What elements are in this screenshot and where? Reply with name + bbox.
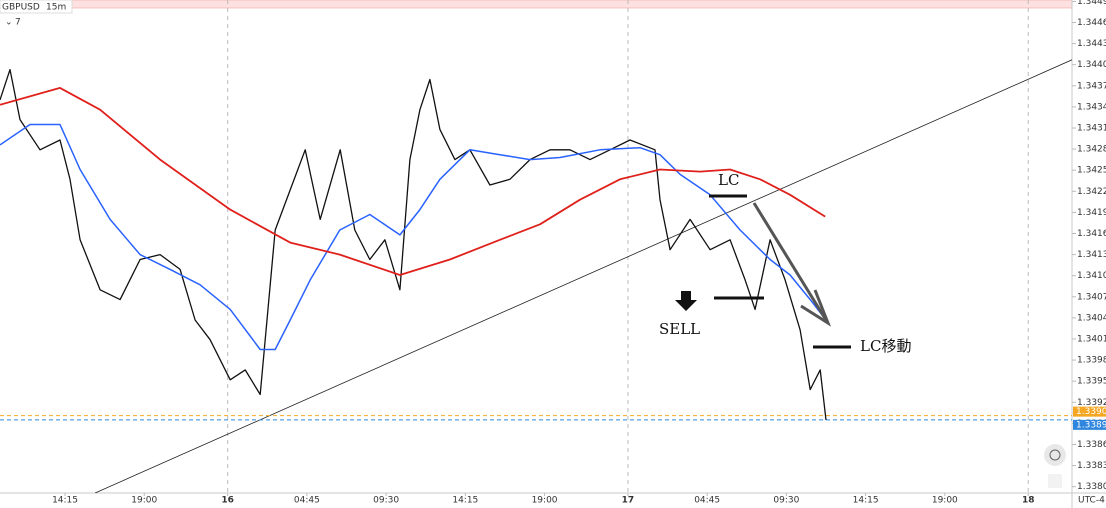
y-tick-label: 1.34430 [1077, 39, 1106, 49]
price-label-bg [1073, 406, 1106, 417]
symbol-box[interactable]: GBPUSD 15m [0, 0, 73, 14]
annotation: LC移動 [860, 337, 911, 355]
timezone[interactable]: UTC-4 [1078, 496, 1105, 506]
y-tick-label: 1.34130 [1077, 250, 1106, 260]
trend-arrow [752, 202, 828, 321]
x-tick-label: 14:15 [853, 496, 879, 506]
y-tick-label: 1.34010 [1077, 334, 1106, 344]
x-tick-label: 04:45 [694, 496, 720, 506]
x-tick-label: 16 [221, 496, 234, 506]
trend-arrow-head [800, 289, 832, 327]
x-tick-label: 17 [622, 496, 635, 506]
y-tick-label: 1.34340 [1077, 102, 1106, 112]
y-tick-label: 1.33920 [1077, 398, 1106, 408]
y-tick-label: 1.34070 [1077, 292, 1106, 302]
y-tick-label: 1.33830 [1077, 461, 1106, 471]
y-tick-label: 1.34100 [1077, 271, 1106, 281]
sell-arrow [675, 291, 697, 311]
y-tick-label: 1.33980 [1077, 356, 1106, 366]
y-tick-label: 1.33800 [1077, 482, 1106, 492]
series-line [0, 87, 826, 276]
x-tick-label: 09:30 [773, 496, 799, 506]
annotation: SELL [659, 320, 700, 338]
y-tick-label: 1.34460 [1077, 18, 1106, 28]
x-tick-label: 09:30 [373, 496, 399, 506]
y-tick-label: 1.34040 [1077, 313, 1106, 323]
x-tick-label: 19:00 [532, 496, 558, 506]
x-tick-label: 04:45 [294, 496, 320, 506]
annotation: LC [718, 171, 739, 189]
reset-button[interactable] [1044, 444, 1066, 466]
series-line [0, 123, 827, 351]
x-tick-label: 18 [1022, 496, 1035, 506]
interval[interactable]: 15m [46, 3, 66, 13]
y-tick-label: 1.34160 [1077, 229, 1106, 239]
x-tick-label: 14:15 [52, 496, 78, 506]
price-label-bg [1073, 419, 1106, 430]
auto-scale-button[interactable] [1048, 474, 1062, 488]
price-label: 1.33895 [1076, 420, 1106, 430]
y-tick-label: 1.34490 [1077, 0, 1106, 7]
indicator-toggle[interactable]: ⌄ [5, 18, 13, 28]
alert-band [69, 0, 1073, 9]
y-tick-label: 1.34280 [1077, 145, 1106, 155]
y-tick-label: 1.33860 [1077, 440, 1106, 450]
series-line [0, 68, 827, 420]
indicator-count[interactable]: 7 [15, 18, 21, 28]
x-tick-label: 19:00 [932, 496, 958, 506]
x-tick-label: 19:00 [131, 496, 157, 506]
y-tick-label: 1.34400 [1077, 60, 1106, 70]
reset-icon [1049, 449, 1061, 461]
annotation-shapes [675, 194, 851, 349]
y-tick-label: 1.34250 [1077, 166, 1106, 176]
y-tick-label: 1.34370 [1077, 81, 1106, 91]
y-tick-label: 1.34190 [1077, 208, 1106, 218]
symbol[interactable]: GBPUSD [2, 3, 40, 13]
x-tick-label: 14:15 [452, 496, 478, 506]
trendline [94, 59, 1072, 493]
y-tick-label: 1.34220 [1077, 187, 1106, 197]
y-tick-label: 1.34310 [1077, 123, 1106, 133]
symbol-box-bg [0, 0, 73, 14]
y-tick-label: 1.33950 [1077, 377, 1106, 387]
